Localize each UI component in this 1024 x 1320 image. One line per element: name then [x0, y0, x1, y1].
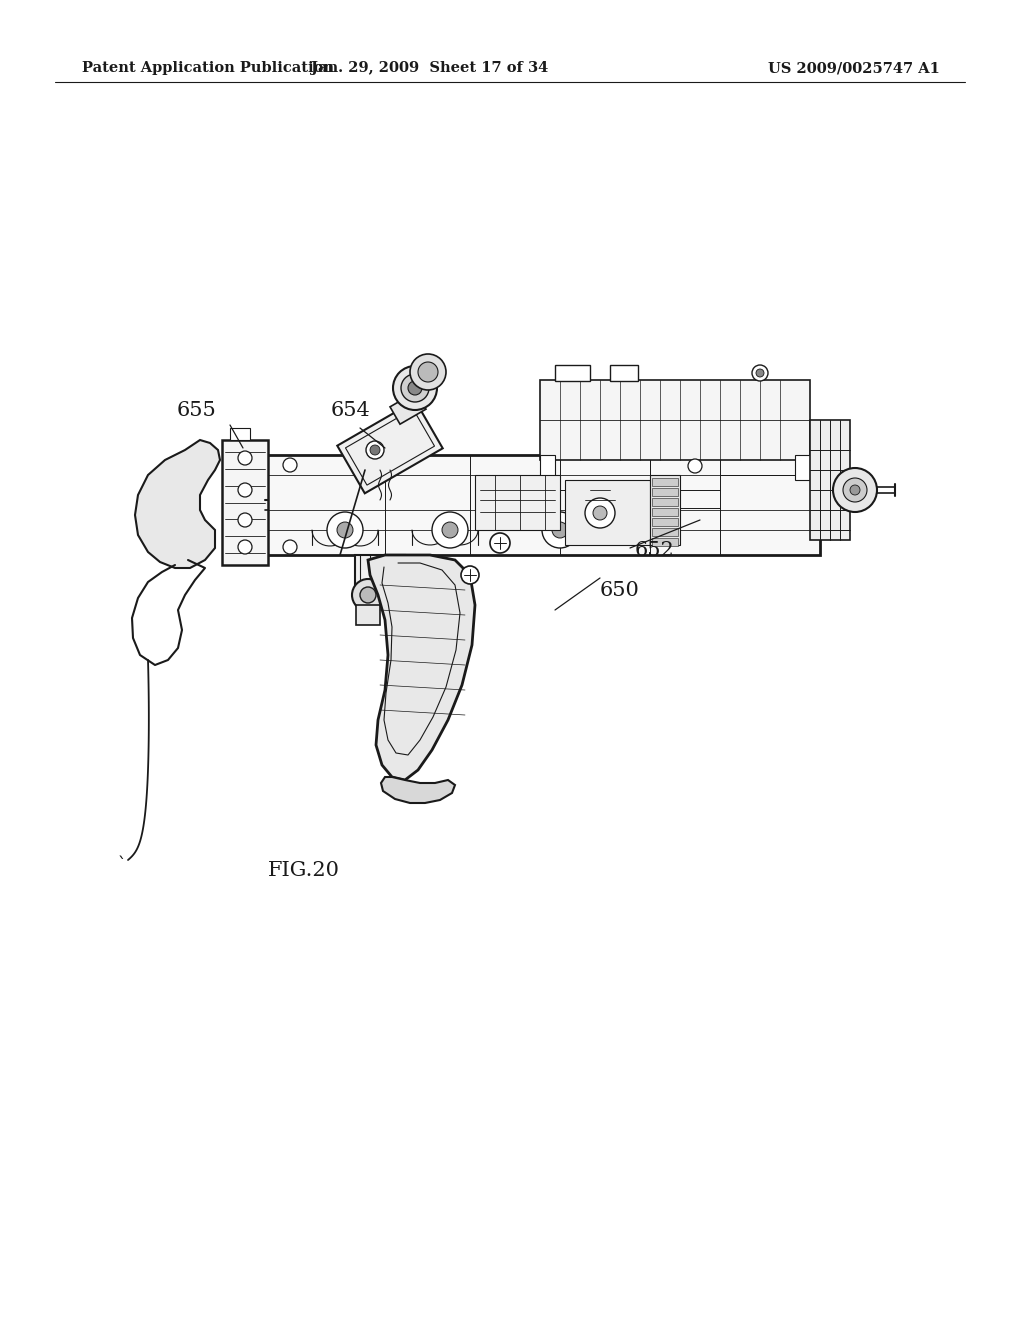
Bar — [652, 528, 678, 536]
Circle shape — [593, 506, 607, 520]
Bar — [540, 455, 555, 480]
Bar — [650, 475, 680, 545]
Circle shape — [366, 441, 384, 459]
Polygon shape — [337, 401, 442, 494]
Bar — [652, 508, 678, 516]
Bar — [230, 428, 250, 440]
Circle shape — [238, 451, 252, 465]
Bar — [652, 517, 678, 525]
Text: FIG.20: FIG.20 — [268, 861, 340, 879]
Circle shape — [843, 478, 867, 502]
Circle shape — [283, 540, 297, 554]
Circle shape — [408, 381, 422, 395]
Circle shape — [283, 458, 297, 473]
Bar — [222, 440, 268, 565]
Bar — [265, 455, 820, 554]
Bar — [555, 366, 590, 381]
Circle shape — [360, 587, 376, 603]
Circle shape — [490, 533, 510, 553]
Circle shape — [410, 354, 446, 389]
Polygon shape — [381, 777, 455, 803]
Bar — [652, 539, 678, 546]
Text: 655: 655 — [176, 400, 216, 420]
Bar — [356, 605, 380, 624]
Bar — [540, 380, 810, 459]
Circle shape — [238, 540, 252, 554]
Circle shape — [542, 512, 578, 548]
Circle shape — [327, 512, 362, 548]
Bar — [475, 475, 560, 531]
Text: US 2009/0025747 A1: US 2009/0025747 A1 — [768, 61, 940, 75]
Text: ˋ: ˋ — [118, 855, 126, 874]
Circle shape — [401, 374, 429, 403]
Polygon shape — [345, 409, 434, 486]
Text: 650: 650 — [600, 581, 640, 599]
Circle shape — [432, 512, 468, 548]
Bar — [795, 455, 810, 480]
Bar — [810, 420, 850, 540]
Polygon shape — [390, 392, 426, 424]
Bar — [652, 488, 678, 496]
Circle shape — [833, 469, 877, 512]
Polygon shape — [135, 440, 220, 568]
Circle shape — [393, 366, 437, 411]
Circle shape — [337, 521, 353, 539]
Circle shape — [352, 579, 384, 611]
Bar — [652, 478, 678, 486]
Bar — [355, 554, 406, 590]
Circle shape — [238, 513, 252, 527]
Circle shape — [370, 445, 380, 455]
Circle shape — [688, 459, 702, 473]
Bar — [610, 366, 638, 381]
Text: Patent Application Publication: Patent Application Publication — [82, 61, 334, 75]
Polygon shape — [368, 554, 475, 780]
Circle shape — [585, 498, 615, 528]
Bar — [565, 480, 650, 545]
Circle shape — [850, 484, 860, 495]
Circle shape — [238, 483, 252, 498]
Text: 654: 654 — [330, 400, 370, 420]
Text: 652: 652 — [635, 540, 675, 560]
Circle shape — [442, 521, 458, 539]
Circle shape — [752, 366, 768, 381]
Circle shape — [552, 521, 568, 539]
Text: Jan. 29, 2009  Sheet 17 of 34: Jan. 29, 2009 Sheet 17 of 34 — [311, 61, 549, 75]
Circle shape — [461, 566, 479, 583]
Bar — [652, 498, 678, 506]
Circle shape — [756, 370, 764, 378]
Circle shape — [418, 362, 438, 381]
